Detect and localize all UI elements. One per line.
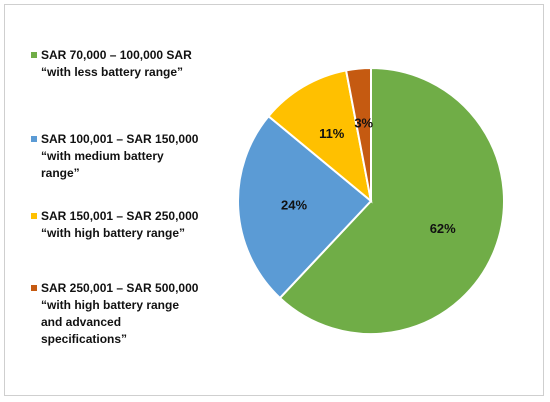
pie-slice-3: [344, 66, 372, 202]
legend-label-0: SAR 70,000 – 100,000 SAR “with less batt…: [41, 48, 192, 79]
legend-swatch-1: [31, 136, 37, 142]
legend-label-2: SAR 150,001 – SAR 250,000 “with high bat…: [41, 209, 199, 240]
slice-label-0: 62%: [430, 221, 456, 236]
chart-frame: SAR 70,000 – 100,000 SAR “with less batt…: [4, 4, 544, 396]
pie-slice-1: [237, 114, 373, 300]
pie-chart: 62% 24% 11% 3%: [237, 66, 505, 335]
pie-slice-0: [278, 66, 505, 335]
legend-swatch-2: [31, 213, 37, 219]
slice-label-2: 11%: [319, 126, 345, 141]
legend-swatch-0: [31, 52, 37, 58]
slice-label-1: 24%: [281, 197, 307, 212]
legend-label-1: SAR 100,001 – SAR 150,000 “with medium b…: [41, 132, 199, 180]
legend-swatch-3: [31, 285, 37, 291]
pie-slice-2: [267, 69, 373, 204]
legend-label-3: SAR 250,001 – SAR 500,000 “with high bat…: [41, 281, 199, 346]
slice-label-3: 3%: [354, 116, 373, 131]
